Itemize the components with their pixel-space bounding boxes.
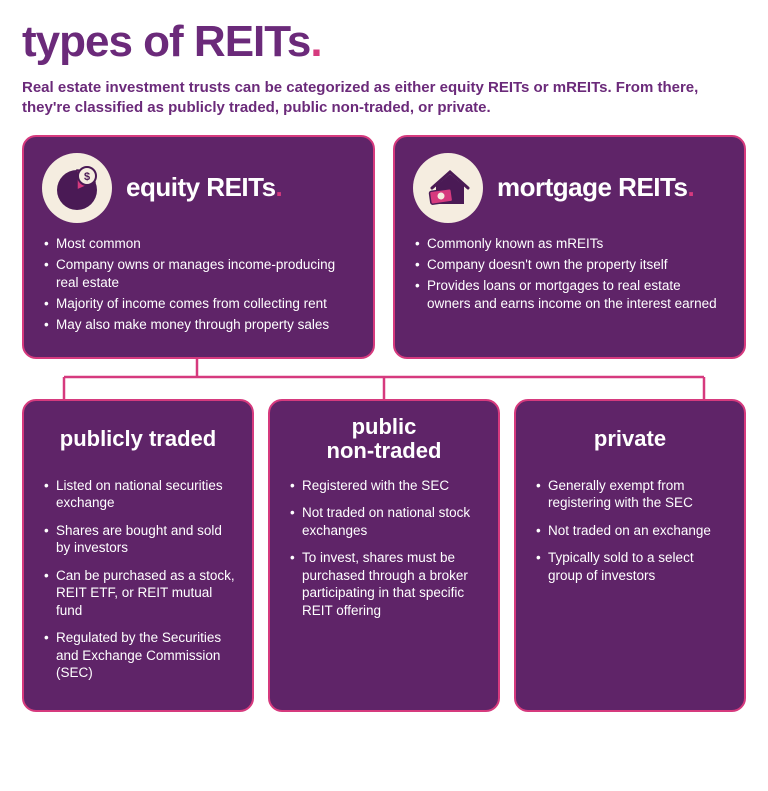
equity-reits-card: $ equity REITs. Most common Company owns…: [22, 135, 375, 359]
bullet-item: Generally exempt from registering with t…: [532, 477, 728, 512]
bullet-list: Listed on national securities exchange S…: [40, 477, 236, 682]
card-header: $ equity REITs.: [42, 153, 355, 223]
bullet-item: Not traded on an exchange: [532, 522, 728, 540]
publicly-traded-card: publicly traded Listed on national secur…: [22, 399, 254, 712]
page-subtitle: Real estate investment trusts can be cat…: [22, 78, 722, 119]
card-title: private: [532, 415, 728, 463]
top-row: $ equity REITs. Most common Company owns…: [22, 135, 746, 359]
card-title: mortgage REITs.: [497, 174, 694, 201]
bottom-row: publicly traded Listed on national secur…: [22, 399, 746, 712]
bullet-item: May also make money through property sal…: [42, 316, 355, 334]
page-title: types of REITs.: [22, 20, 746, 64]
bullet-item: Listed on national securities exchange: [40, 477, 236, 512]
bullet-item: Not traded on national stock exchanges: [286, 504, 482, 539]
bullet-item: Majority of income comes from collecting…: [42, 295, 355, 313]
card-header: mortgage REITs.: [413, 153, 726, 223]
card-title: equity REITs.: [126, 174, 282, 201]
title-main: types of REITs: [22, 17, 310, 66]
bullet-item: Registered with the SEC: [286, 477, 482, 495]
bullet-list: Commonly known as mREITs Company doesn't…: [413, 235, 726, 314]
svg-text:$: $: [84, 171, 90, 183]
bullet-item: To invest, shares must be purchased thro…: [286, 549, 482, 619]
bullet-list: Generally exempt from registering with t…: [532, 477, 728, 585]
bullet-item: Company doesn't own the property itself: [413, 256, 726, 274]
mortgage-reits-card: mortgage REITs. Commonly known as mREITs…: [393, 135, 746, 359]
bullet-item: Most common: [42, 235, 355, 253]
public-non-traded-card: public non-traded Registered with the SE…: [268, 399, 500, 712]
bullet-item: Company owns or manages income-producing…: [42, 256, 355, 292]
title-dot: .: [310, 17, 321, 66]
bullet-item: Shares are bought and sold by investors: [40, 522, 236, 557]
bullet-item: Commonly known as mREITs: [413, 235, 726, 253]
pie-dollar-icon: $: [42, 153, 112, 223]
card-title: publicly traded: [40, 415, 236, 463]
card-title: public non-traded: [286, 415, 482, 463]
bullet-item: Can be purchased as a stock, REIT ETF, o…: [40, 567, 236, 620]
house-money-icon: [413, 153, 483, 223]
connector-diagram: [22, 359, 746, 399]
bullet-item: Provides loans or mortgages to real esta…: [413, 277, 726, 313]
bullet-list: Most common Company owns or manages inco…: [42, 235, 355, 335]
private-card: private Generally exempt from registerin…: [514, 399, 746, 712]
bullet-item: Regulated by the Securities and Exchange…: [40, 629, 236, 682]
bullet-list: Registered with the SEC Not traded on na…: [286, 477, 482, 620]
bullet-item: Typically sold to a select group of inve…: [532, 549, 728, 584]
